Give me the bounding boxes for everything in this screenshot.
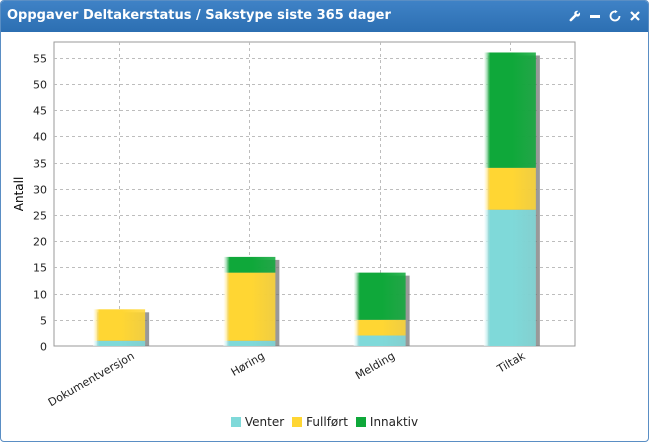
bar-venter-3: [483, 209, 536, 346]
portlet-title: Oppgaver Deltakerstatus / Sakstype siste…: [7, 8, 391, 23]
y-tick-label: 15: [33, 262, 47, 275]
y-tick-label: 5: [40, 315, 47, 328]
y-tick-label: 10: [33, 289, 47, 302]
y-tick-label: 0: [40, 341, 47, 354]
chart-legend: Venter Fullført Innaktiv: [1, 415, 648, 429]
bar-venter-1: [223, 340, 276, 346]
portlet-toolbar: [568, 7, 642, 25]
y-tick-label: 45: [33, 105, 47, 118]
y-tick-label: 50: [33, 79, 47, 92]
bar-venter-0: [93, 340, 146, 346]
y-axis-label: Antall: [12, 177, 26, 212]
refresh-icon[interactable]: [608, 7, 622, 25]
bar-fullført-1: [223, 272, 276, 341]
legend-label: Venter: [244, 415, 285, 429]
x-tick-label: Melding: [353, 349, 397, 382]
portlet-header[interactable]: Oppgaver Deltakerstatus / Sakstype siste…: [1, 1, 648, 32]
legend-swatch: [355, 417, 366, 427]
legend-swatch: [292, 417, 303, 427]
legend-item[interactable]: Innaktiv: [355, 415, 419, 429]
bar-fullført-0: [93, 309, 146, 341]
bar-innaktiv-1: [223, 256, 276, 273]
bar-fullført-3: [483, 167, 536, 210]
close-icon[interactable]: [628, 7, 642, 25]
y-tick-label: 30: [33, 184, 47, 197]
x-tick-label: Dokumentversjon: [46, 349, 137, 409]
x-tick-label: Høring: [229, 349, 267, 379]
legend-label: Fullført: [306, 415, 348, 429]
bar-venter-2: [353, 335, 406, 346]
legend-item[interactable]: Fullført: [292, 415, 348, 429]
y-tick-label: 55: [33, 53, 47, 66]
legend-item[interactable]: Venter: [230, 415, 285, 429]
y-tick-label: 20: [33, 236, 47, 249]
y-tick-label: 40: [33, 131, 47, 144]
bar-innaktiv-2: [353, 272, 406, 320]
bar-innaktiv-3: [483, 52, 536, 168]
legend-swatch: [230, 417, 241, 427]
minimize-icon[interactable]: [588, 7, 602, 25]
legend-label: Innaktiv: [369, 415, 419, 429]
y-tick-label: 35: [33, 158, 47, 171]
x-tick-label: Tiltak: [494, 349, 528, 376]
wrench-icon[interactable]: [568, 7, 582, 25]
stacked-bar-chart: 0 5 10 15 20 25 30 35 40 45 50 55 Antall Dokumentvers…: [12, 41, 576, 409]
bar-fullført-2: [353, 319, 406, 336]
y-tick-label: 25: [33, 210, 47, 223]
